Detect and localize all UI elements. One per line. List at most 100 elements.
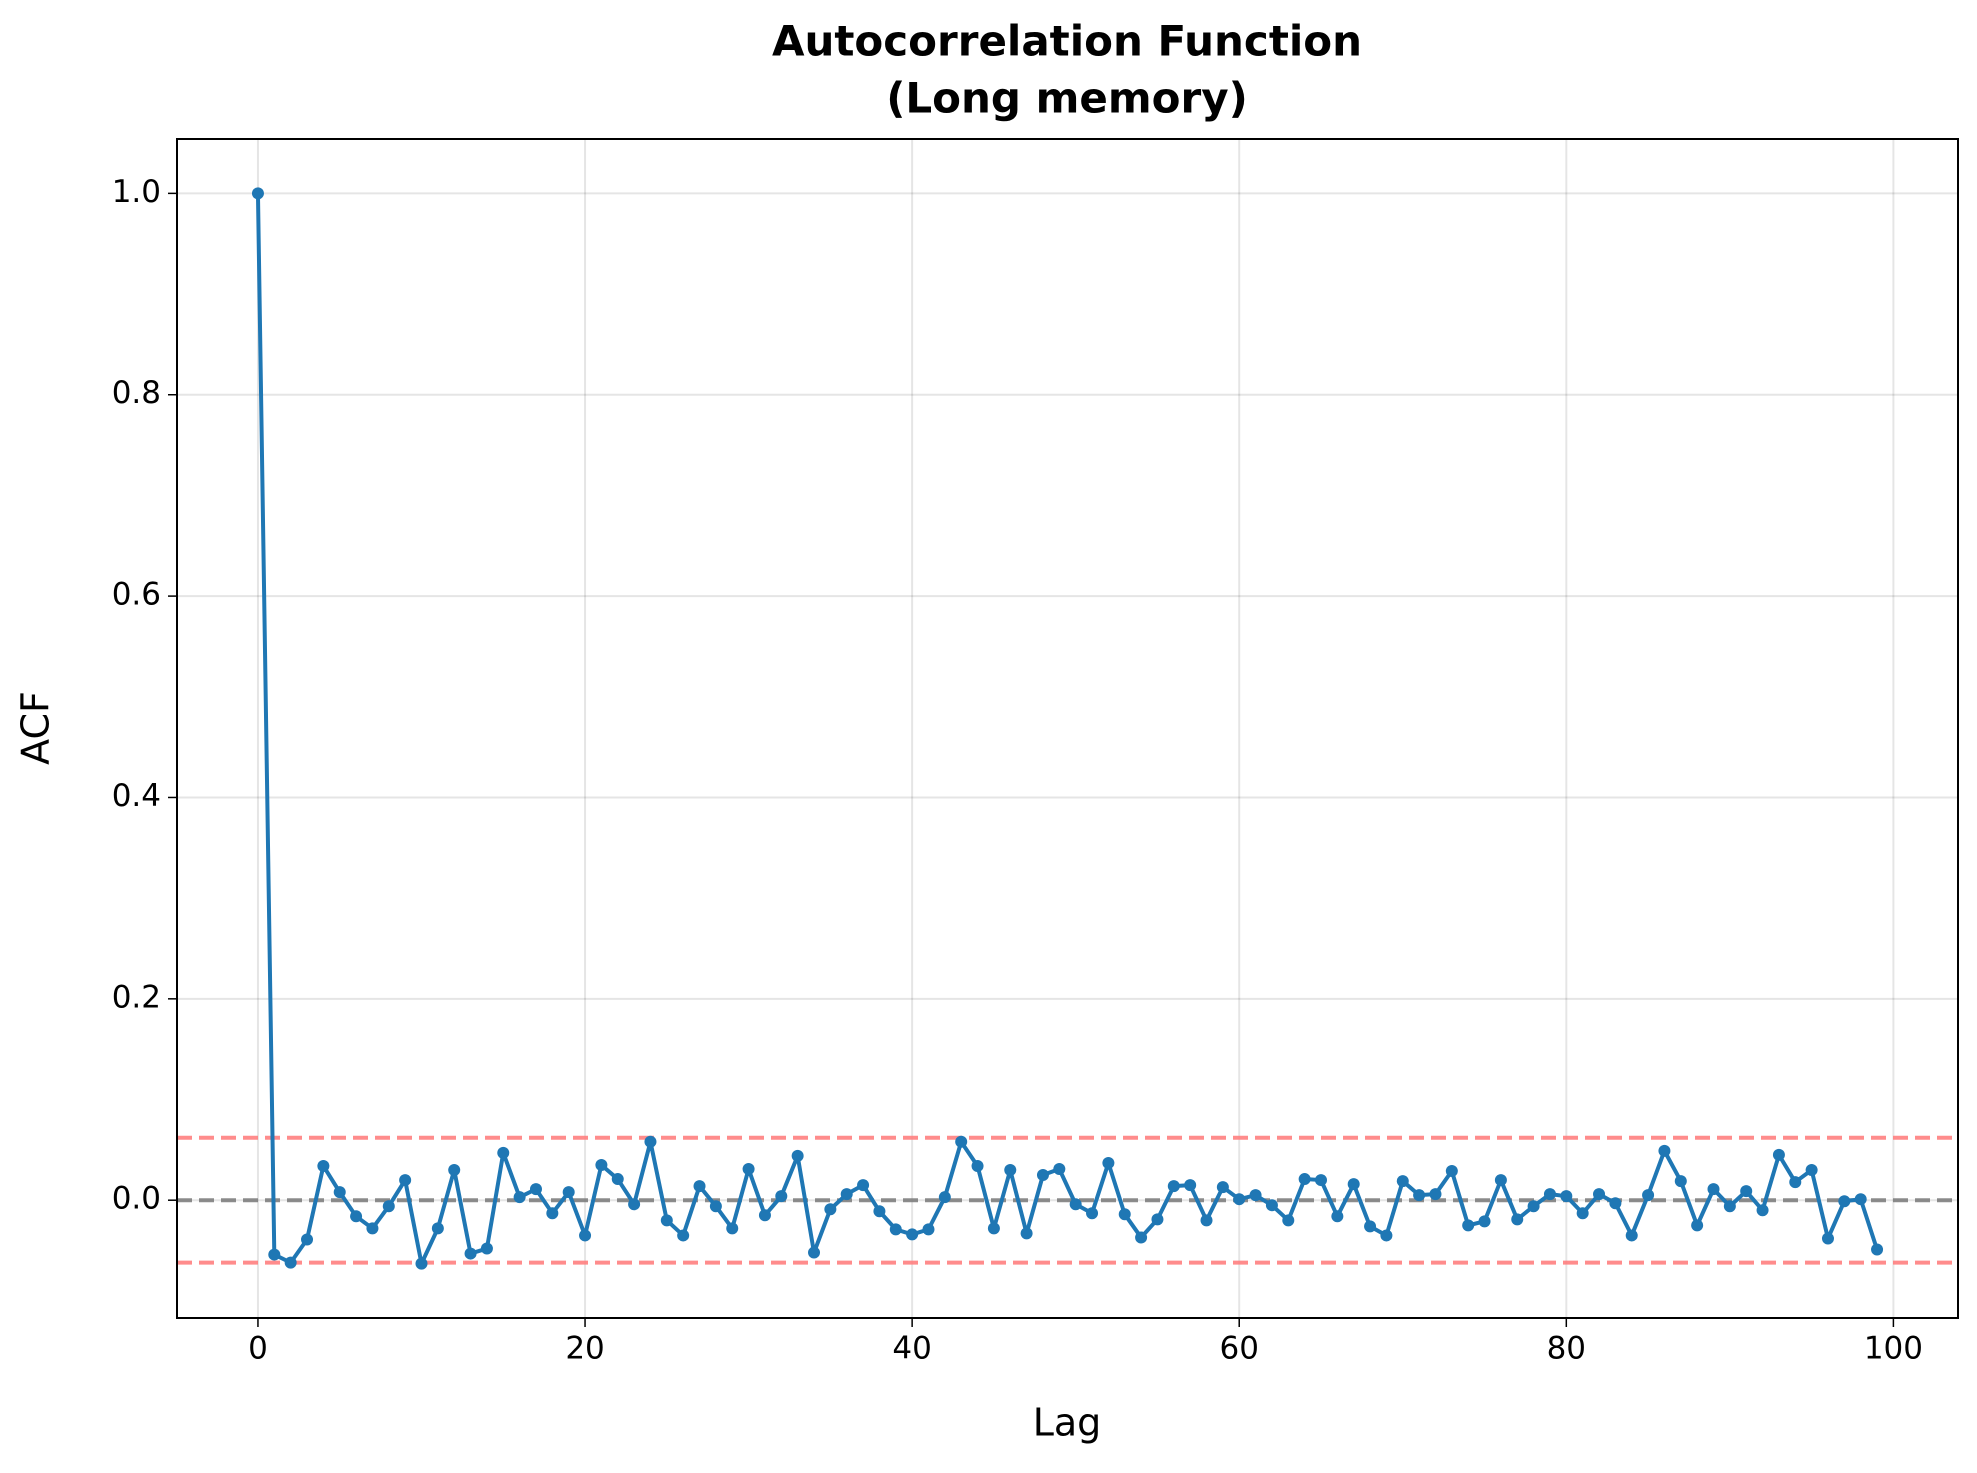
y-tick-label: 0.6: [112, 577, 161, 613]
data-point: [1854, 1193, 1867, 1206]
data-point: [1151, 1213, 1164, 1226]
data-point: [251, 187, 264, 200]
data-point: [579, 1229, 592, 1242]
data-point: [1789, 1176, 1802, 1189]
data-point: [1576, 1207, 1589, 1220]
data-point: [1380, 1229, 1393, 1242]
x-tick-label: 100: [1864, 1331, 1923, 1367]
data-point: [1167, 1180, 1180, 1193]
data-point: [1118, 1208, 1131, 1221]
y-tick-label: 0.4: [112, 778, 161, 814]
data-point: [1821, 1232, 1834, 1245]
data-point: [987, 1222, 1000, 1235]
data-point: [1674, 1175, 1687, 1188]
data-point: [1429, 1188, 1442, 1201]
data-point: [1184, 1179, 1197, 1192]
y-tick-label: 0.8: [112, 375, 161, 411]
chart-subtitle: (Long memory): [886, 74, 1248, 123]
data-point: [350, 1210, 363, 1223]
data-point: [1625, 1229, 1638, 1242]
data-point: [1838, 1195, 1851, 1208]
data-point: [1216, 1181, 1229, 1194]
data-point: [1805, 1163, 1818, 1176]
data-point: [660, 1214, 673, 1227]
data-point: [726, 1222, 739, 1235]
data-point: [808, 1246, 821, 1259]
data-point: [971, 1159, 984, 1172]
data-point: [415, 1257, 428, 1270]
data-point: [529, 1183, 542, 1196]
data-point: [922, 1223, 935, 1236]
data-point: [1364, 1220, 1377, 1233]
data-point: [1478, 1215, 1491, 1228]
data-point: [906, 1228, 919, 1241]
data-point: [268, 1248, 281, 1261]
data-point: [889, 1223, 902, 1236]
x-tick-label: 60: [1219, 1331, 1258, 1367]
data-point: [840, 1188, 853, 1201]
data-point: [1609, 1197, 1622, 1210]
data-point: [497, 1146, 510, 1159]
data-point: [709, 1200, 722, 1213]
y-tick-label: 0.2: [112, 979, 161, 1015]
data-point: [1135, 1231, 1148, 1244]
data-point: [1069, 1198, 1082, 1211]
data-point: [284, 1256, 297, 1269]
data-point: [1200, 1214, 1213, 1227]
data-point: [693, 1180, 706, 1193]
data-point: [480, 1242, 493, 1255]
y-tick-label: 0.0: [112, 1181, 161, 1217]
data-point: [513, 1191, 526, 1204]
data-point: [1511, 1213, 1524, 1226]
data-point: [1527, 1200, 1540, 1213]
data-point: [758, 1209, 771, 1222]
data-point: [301, 1233, 314, 1246]
chart-title: Autocorrelation Function: [772, 17, 1362, 66]
data-point: [1347, 1178, 1360, 1191]
data-point: [1020, 1227, 1033, 1240]
data-point: [1462, 1219, 1475, 1232]
data-point: [562, 1186, 575, 1199]
plot-frame: [176, 138, 1959, 1319]
data-point: [1445, 1165, 1458, 1178]
data-point: [1593, 1188, 1606, 1201]
data-point: [677, 1229, 690, 1242]
data-point: [938, 1191, 951, 1204]
data-point: [399, 1174, 412, 1187]
data-point: [1053, 1162, 1066, 1175]
data-point: [1691, 1219, 1704, 1232]
data-point: [1314, 1174, 1327, 1187]
data-point: [1413, 1189, 1426, 1202]
data-point: [366, 1222, 379, 1235]
data-point: [1004, 1163, 1017, 1176]
data-point: [1560, 1190, 1573, 1203]
series-line: [255, 193, 1879, 1266]
data-point: [1298, 1173, 1311, 1186]
data-point: [431, 1222, 444, 1235]
data-point: [1642, 1189, 1655, 1202]
data-point: [1658, 1144, 1671, 1157]
data-point: [1249, 1189, 1262, 1202]
data-point: [1102, 1156, 1115, 1169]
data-point: [1086, 1207, 1099, 1220]
x-tick-label: 0: [248, 1331, 268, 1367]
data-point: [955, 1135, 968, 1148]
data-point: [775, 1190, 788, 1203]
y-tick-label: 1.0: [112, 174, 161, 210]
data-point: [644, 1135, 657, 1148]
data-point: [1543, 1188, 1556, 1201]
y-axis-label: ACF: [14, 691, 58, 765]
data-point: [1331, 1210, 1344, 1223]
data-point: [1036, 1169, 1049, 1182]
data-point: [382, 1200, 395, 1213]
data-point: [742, 1162, 755, 1175]
data-point: [1282, 1214, 1295, 1227]
x-tick-label: 20: [565, 1331, 604, 1367]
data-point: [791, 1149, 804, 1162]
data-point: [1396, 1175, 1409, 1188]
data-point: [611, 1173, 624, 1186]
x-tick-label: 40: [892, 1331, 931, 1367]
data-point: [1871, 1243, 1884, 1256]
data-point: [1233, 1193, 1246, 1206]
